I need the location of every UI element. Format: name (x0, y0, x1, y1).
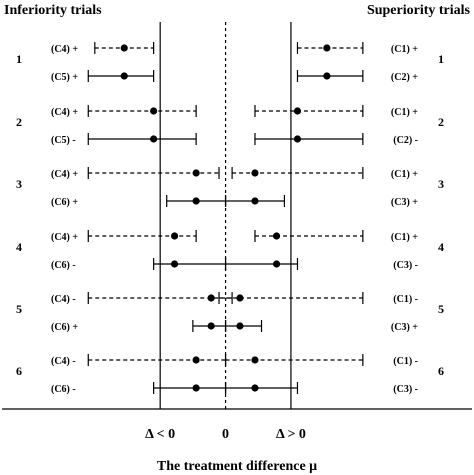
row-label: (C3) + (391, 322, 418, 333)
point-estimate (251, 169, 259, 177)
point-estimate (192, 197, 200, 205)
row-label: (C1) + (391, 169, 418, 180)
row-label: (C1) - (393, 294, 418, 305)
row-label: (C4) + (51, 232, 78, 243)
scenario-number: 3 (16, 177, 22, 191)
row-label: (C5) + (51, 72, 78, 83)
row-label: (C3) + (391, 197, 418, 208)
row-label: (C6) + (51, 197, 78, 208)
scenario-number: 5 (16, 302, 22, 316)
point-estimate (251, 384, 259, 392)
row-label: (C6) + (51, 322, 78, 333)
row-label: (C1) + (391, 107, 418, 118)
point-estimate (150, 107, 158, 115)
row-label: (C2) - (393, 135, 418, 146)
point-estimate (207, 294, 215, 302)
row-label: (C6) - (51, 260, 76, 271)
scenario-number: 2 (16, 115, 22, 129)
point-estimate (323, 44, 331, 52)
axis-marks: Δ < 0 0 Δ > 0 (145, 427, 306, 442)
row-label: (C1) + (391, 44, 418, 55)
row-label: (C6) - (51, 384, 76, 395)
point-estimate (192, 169, 200, 177)
scenario-number: 1 (16, 52, 22, 66)
point-estimate (150, 135, 158, 143)
axis-mark-label: Δ > 0 (276, 427, 306, 442)
point-estimate (120, 44, 128, 52)
point-estimate (293, 107, 302, 115)
right-heading: Superiority trials (367, 3, 471, 18)
axis-mark-label: Δ < 0 (145, 427, 175, 442)
reference-lines (159, 22, 292, 409)
point-estimate (236, 294, 244, 302)
row-label: (C1) + (391, 232, 418, 243)
scenario-number: 6 (438, 364, 444, 378)
point-estimate (251, 356, 259, 364)
point-estimate (236, 322, 244, 330)
scenario-number: 3 (438, 177, 444, 191)
scenario-number: 2 (438, 115, 444, 129)
point-estimate (251, 197, 259, 205)
point-estimate (170, 260, 179, 268)
row-label: (C3) - (393, 384, 418, 395)
row-label: (C4) - (51, 356, 76, 367)
scenario-number: 5 (438, 302, 444, 316)
row-label: (C3) - (393, 260, 418, 271)
row-label: (C4) - (51, 294, 76, 305)
row-label: (C1) - (393, 356, 418, 367)
row-label: (C4) + (51, 44, 78, 55)
point-estimate (323, 72, 331, 80)
row-label: (C4) + (51, 107, 78, 118)
x-axis-title: The treatment difference μ (157, 459, 317, 474)
point-estimate (272, 232, 281, 240)
point-estimate (120, 72, 128, 80)
point-estimate (170, 232, 179, 240)
left-heading: Inferiority trials (4, 3, 102, 18)
scenario-number: 6 (16, 364, 22, 378)
point-estimate (272, 260, 281, 268)
row-label: (C4) + (51, 169, 78, 180)
point-estimate (207, 322, 215, 330)
point-estimate (192, 384, 200, 392)
scenario-number: 4 (16, 240, 22, 254)
scenario-number: 4 (438, 240, 444, 254)
plot-rows: 1 (C4) + (C5) + 2 (C4) + (C5) - 3 (C4) + (C6) + 4… (16, 42, 444, 395)
scenario-number: 1 (438, 52, 444, 66)
axis-mark-label: 0 (222, 427, 229, 442)
point-estimate (192, 356, 200, 364)
point-estimate (293, 135, 302, 143)
row-label: (C2) + (391, 72, 418, 83)
row-label: (C5) - (51, 135, 76, 146)
